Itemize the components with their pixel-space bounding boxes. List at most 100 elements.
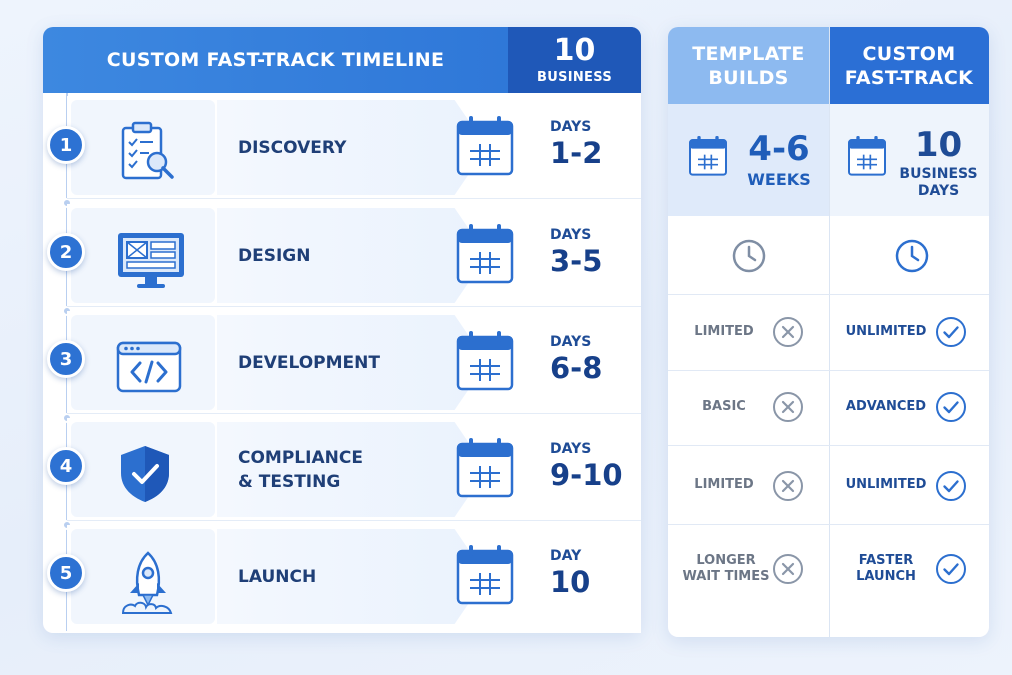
days-label: DAYS: [550, 227, 592, 243]
step-chevron: [217, 100, 487, 195]
monitor-layout-icon: [118, 233, 184, 288]
step-number: 5: [47, 554, 85, 592]
days-label: DAYS: [550, 441, 592, 457]
feature-text: WAIT TIMES: [682, 569, 770, 584]
step-days: DAYS 3-5: [550, 226, 602, 278]
template-feature-value: LIMITED: [682, 465, 766, 505]
template-feature-value: LIMITED: [682, 312, 766, 352]
custom-feature-value: UNLIMITED: [838, 465, 934, 505]
x-circle-icon: [773, 554, 803, 584]
business-days-badge: 10 BUSINESS: [508, 27, 641, 93]
step-label: DEVELOPMENT: [238, 311, 380, 414]
step-label-line: DEVELOPMENT: [238, 352, 380, 373]
step-row-development: DEVELOPMENT DAYS 6-8: [67, 311, 641, 414]
feature-text: FASTER: [858, 553, 914, 568]
days-value: 9-10: [550, 458, 623, 492]
calendar-icon: [456, 224, 514, 284]
days-label: DAY: [550, 548, 582, 564]
custom-duration-value: 10: [914, 125, 963, 165]
step-icon-tile: [71, 100, 215, 195]
custom-feature-value: UNLIMITED: [838, 312, 934, 352]
badge-number: 10: [553, 32, 596, 68]
custom-duration-unit: BUSINESS: [899, 166, 978, 182]
days-value: 1-2: [550, 136, 603, 170]
days-value: 3-5: [550, 244, 603, 278]
template-duration-unit: WEEKS: [747, 170, 811, 189]
step-number: 2: [47, 233, 85, 271]
days-value: 10: [550, 565, 591, 599]
template-feature-value: BASIC: [682, 387, 766, 427]
step-row-compliance: COMPLIANCE & TESTING DAYS 9-10: [67, 418, 641, 521]
custom-duration-unit: DAYS: [917, 183, 960, 199]
step-days: DAY 10: [550, 547, 590, 599]
check-circle-icon: [936, 392, 966, 422]
timeline-header: CUSTOM FAST-TRACK TIMELINE 10 BUSINESS: [43, 27, 641, 93]
calendar-icon: [456, 116, 514, 176]
row-divider: [668, 524, 989, 525]
step-chevron: [217, 315, 487, 410]
template-duration-value: 4-6: [748, 129, 810, 169]
custom-duration: 10 BUSINESS DAYS: [829, 104, 989, 216]
step-icon-tile: [71, 208, 215, 303]
step-icon-tile: [71, 315, 215, 410]
feature-text: ADVANCED: [845, 399, 927, 414]
custom-duration-value-block: 10 BUSINESS DAYS: [891, 126, 986, 200]
calendar-icon: [456, 545, 514, 605]
header-line: BUILDS: [708, 66, 789, 89]
header-line: TEMPLATE: [692, 42, 805, 65]
x-circle-icon: [773, 471, 803, 501]
step-days: DAYS 6-8: [550, 333, 602, 385]
clock-icon: [732, 239, 766, 273]
header-line: CUSTOM: [862, 42, 956, 65]
row-divider: [668, 294, 989, 295]
step-number: 4: [47, 447, 85, 485]
step-label: DESIGN: [238, 204, 310, 307]
feature-text: LONGER: [696, 553, 756, 568]
step-row-design: DESIGN DAYS 3-5: [67, 204, 641, 307]
feature-text: UNLIMITED: [845, 324, 927, 339]
step-chevron: [217, 422, 487, 517]
feature-text: UNLIMITED: [845, 477, 927, 492]
step-label: COMPLIANCE & TESTING: [238, 418, 363, 521]
feature-text: LAUNCH: [856, 569, 916, 584]
feature-text: LIMITED: [694, 324, 754, 339]
code-window-icon: [116, 341, 182, 393]
template-duration: 4-6 WEEKS: [668, 104, 829, 216]
x-circle-icon: [773, 317, 803, 347]
step-row-discovery: DISCOVERY DAYS 1-2: [67, 96, 641, 199]
shield-check-icon: [121, 446, 169, 502]
header-line: FAST-TRACK: [844, 66, 974, 89]
days-value: 6-8: [550, 351, 603, 385]
step-label-line: LAUNCH: [238, 566, 317, 587]
row-divider: [668, 370, 989, 371]
step-row-launch: LAUNCH DAY 10: [67, 525, 641, 633]
feature-text: BASIC: [702, 399, 746, 414]
column-divider: [829, 27, 830, 637]
comparison-panel: TEMPLATE BUILDS CUSTOM FAST-TRACK 4-6 WE…: [668, 27, 989, 637]
calendar-icon: [689, 136, 727, 176]
calendar-icon: [456, 438, 514, 498]
days-label: DAYS: [550, 334, 592, 350]
timeline-title: CUSTOM FAST-TRACK TIMELINE: [106, 49, 445, 71]
step-label: DISCOVERY: [238, 96, 346, 199]
check-circle-icon: [936, 471, 966, 501]
calendar-icon: [456, 331, 514, 391]
clipboard-search-icon: [121, 121, 174, 180]
custom-feature-value: FASTER LAUNCH: [838, 547, 934, 591]
custom-feature-value: ADVANCED: [838, 387, 934, 427]
step-icon-tile: [71, 422, 215, 517]
rocket-icon: [121, 551, 173, 614]
custom-fast-track-header: CUSTOM FAST-TRACK: [829, 27, 989, 104]
calendar-icon: [848, 136, 886, 176]
step-chevron: [217, 529, 487, 624]
template-duration-value-block: 4-6 WEEKS: [734, 130, 824, 190]
clock-icon: [895, 239, 929, 273]
template-feature-value: LONGER WAIT TIMES: [678, 547, 774, 591]
step-chevron: [217, 208, 487, 303]
check-circle-icon: [936, 554, 966, 584]
badge-label: BUSINESS: [537, 69, 612, 85]
feature-text: LIMITED: [694, 477, 754, 492]
step-label-line: DISCOVERY: [238, 137, 347, 158]
days-label: DAYS: [550, 119, 592, 135]
step-label-line: COMPLIANCE: [238, 447, 363, 468]
